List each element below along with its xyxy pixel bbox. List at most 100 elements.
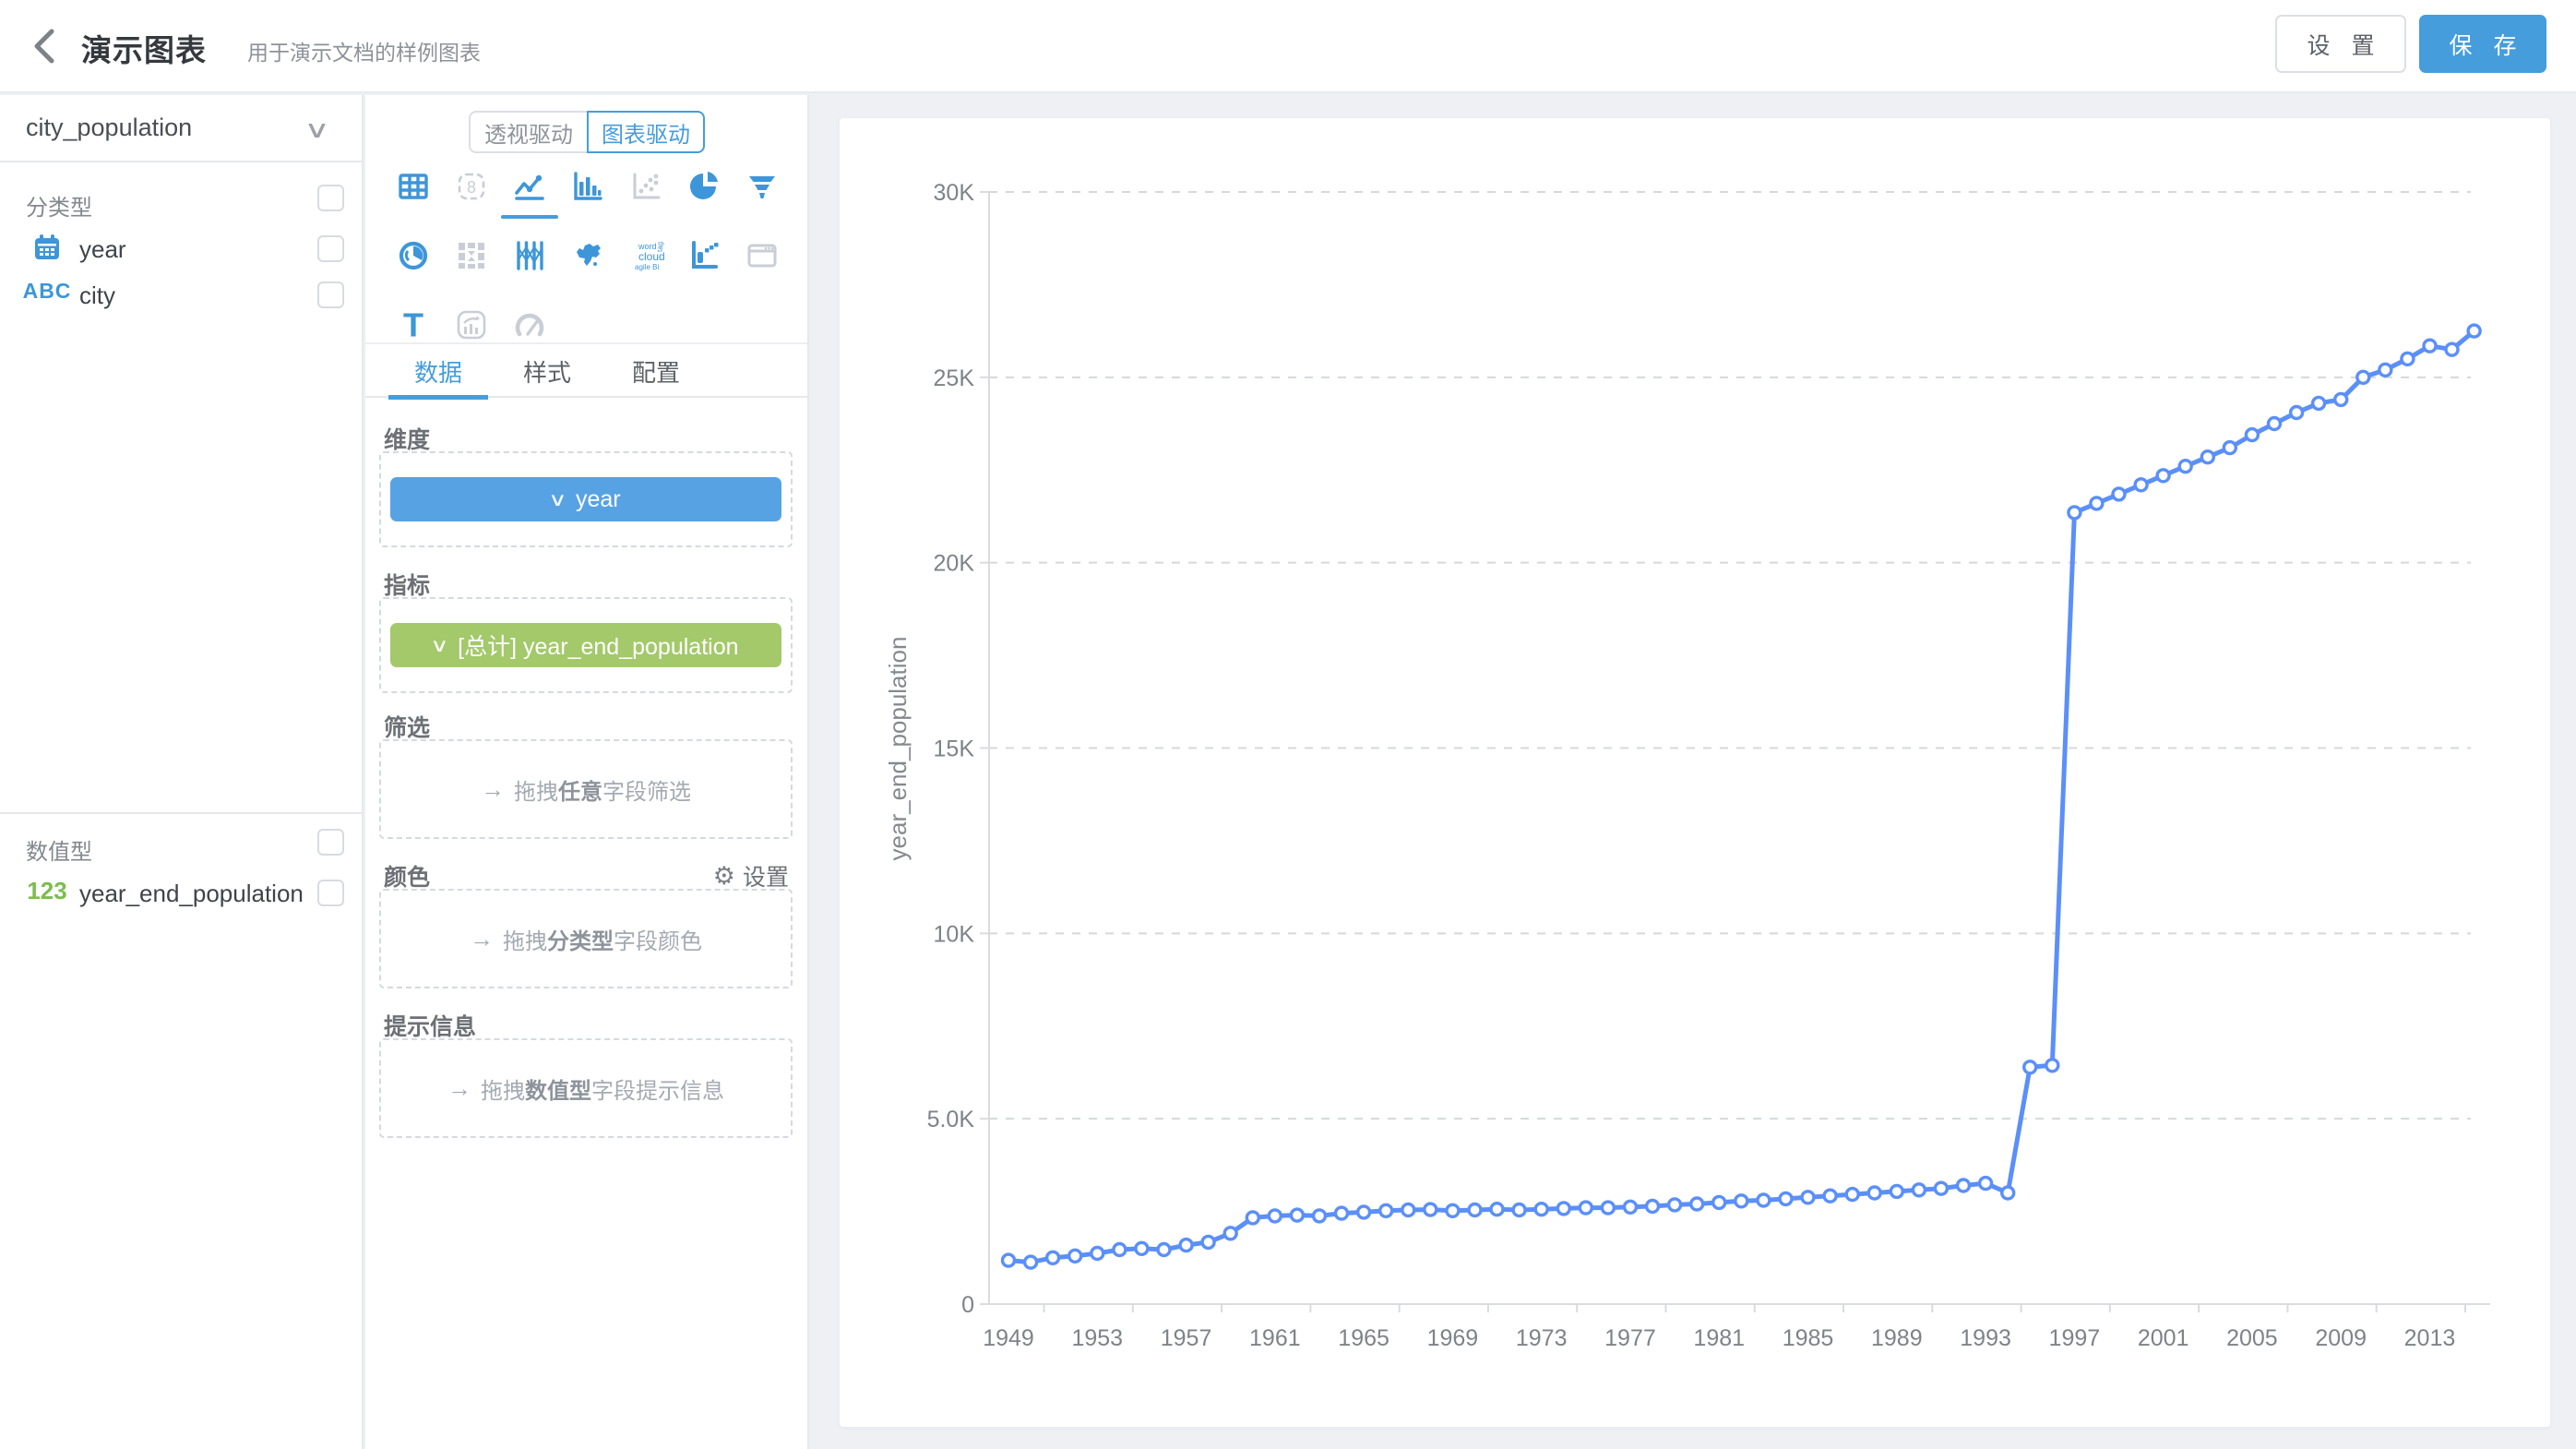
back-icon[interactable] [24, 24, 68, 68]
config-tabs: 数据 样式 配置 [365, 342, 807, 400]
field-checkbox[interactable] [317, 235, 344, 262]
settings-button[interactable]: 设 置 [2275, 15, 2406, 73]
svg-text:10K: 10K [934, 921, 975, 947]
scatter-chart-icon[interactable] [617, 165, 675, 208]
dataset-panel: city_population ∨ 分类型 year ABC city 数值型 12… [0, 95, 364, 1449]
gauge-chart-icon[interactable] [500, 304, 558, 346]
dimension-pill-year[interactable]: ∨ year [390, 477, 781, 521]
svg-text:15K: 15K [934, 736, 975, 762]
svg-text:2001: 2001 [2138, 1325, 2189, 1351]
save-button[interactable]: 保 存 [2419, 15, 2546, 73]
filter-dropzone[interactable]: → 拖拽任意字段筛选 [379, 739, 793, 839]
waterfall-chart-icon[interactable] [675, 234, 733, 277]
text-type-icon: ABC [22, 279, 72, 303]
color-settings-label: 设置 [742, 865, 789, 891]
field-checkbox[interactable] [317, 880, 344, 906]
dimension-field-city[interactable]: ABC city [0, 273, 364, 319]
svg-text:T: T [403, 307, 423, 342]
pie-chart-icon[interactable] [675, 165, 733, 208]
color-placeholder: → 拖拽分类型字段颜色 [470, 924, 702, 954]
svg-text:5.0K: 5.0K [927, 1107, 975, 1132]
svg-text:2005: 2005 [2226, 1325, 2278, 1351]
funnel-chart-icon[interactable] [733, 165, 792, 208]
svg-text:20K: 20K [934, 551, 975, 577]
svg-text:agile Bi: agile Bi [635, 263, 659, 271]
calendar-icon [35, 234, 59, 259]
svg-text:1985: 1985 [1783, 1325, 1834, 1351]
svg-text:1965: 1965 [1338, 1325, 1389, 1351]
chart-type-grid: 8 word tag cloud agile Bi T [384, 165, 792, 346]
page-subtitle: 用于演示文档的样例图表 [247, 41, 481, 65]
svg-text:2009: 2009 [2315, 1325, 2367, 1351]
table-chart-icon[interactable] [384, 165, 442, 208]
measure-dropzone[interactable]: ∨ [总计] year_end_population [379, 597, 793, 693]
field-checkbox[interactable] [317, 281, 344, 308]
mode-pivot-button[interactable]: 透视驱动 [469, 111, 587, 153]
dimension-pill-label: year [576, 485, 621, 512]
svg-text:cloud: cloud [638, 250, 665, 263]
tooltip-placeholder: → 拖拽数值型字段提示信息 [447, 1073, 724, 1104]
dimension-field-year[interactable]: year [0, 227, 364, 273]
svg-text:word: word [638, 242, 657, 251]
chevron-down-icon: ∨ [548, 489, 567, 510]
svg-text:1953: 1953 [1071, 1325, 1123, 1351]
svg-text:8: 8 [467, 178, 476, 197]
page-title: 演示图表 [81, 33, 207, 67]
arrow-right-icon: → [481, 774, 505, 803]
crosstab-icon[interactable] [442, 234, 500, 277]
dataset-select[interactable]: city_population ∨ [0, 95, 364, 162]
bar-chart-icon[interactable] [558, 165, 616, 208]
iframe-widget-icon[interactable] [733, 234, 792, 277]
svg-text:1989: 1989 [1871, 1325, 1923, 1351]
radar-chart-icon[interactable] [384, 234, 442, 277]
field-name: year [79, 235, 126, 263]
color-dropzone[interactable]: → 拖拽分类型字段颜色 [379, 889, 793, 988]
field-name: city [79, 281, 115, 309]
selected-chart-type-indicator [500, 215, 558, 219]
dataset-name: city_population [26, 114, 193, 141]
arrow-right-icon: → [447, 1073, 471, 1102]
measure-section-label: 指标 [384, 573, 431, 599]
kpi-card-icon[interactable]: 8 [442, 165, 500, 208]
text-widget-icon[interactable]: T [384, 304, 442, 346]
parallel-chart-icon[interactable] [500, 234, 558, 277]
svg-text:year_end_population: year_end_population [884, 637, 912, 861]
svg-text:1969: 1969 [1427, 1325, 1479, 1351]
dimension-section-label: 维度 [384, 427, 431, 453]
number-type-icon: 123 [27, 877, 67, 904]
filter-placeholder: → 拖拽任意字段筛选 [481, 774, 691, 805]
chart-config-panel: 透视驱动 图表驱动 8 word tag cloud agile Bi T 数据 样式 配置 … [365, 95, 809, 1449]
tooltip-section-label: 提示信息 [384, 1014, 477, 1040]
svg-text:1957: 1957 [1161, 1325, 1212, 1351]
measure-group-checkbox[interactable] [317, 829, 344, 856]
tab-配置[interactable]: 配置 [631, 358, 680, 387]
svg-text:2013: 2013 [2404, 1325, 2456, 1351]
measure-pill-label: [总计] year_end_population [458, 634, 739, 660]
svg-text:1981: 1981 [1693, 1325, 1745, 1351]
svg-text:1973: 1973 [1516, 1325, 1568, 1351]
wordcloud-chart-icon[interactable]: word tag cloud agile Bi [617, 234, 675, 277]
measure-group-label: 数值型 [26, 840, 92, 865]
tab-样式[interactable]: 样式 [522, 358, 571, 387]
arrow-right-icon: → [470, 924, 494, 952]
mode-chart-button[interactable]: 图表驱动 [587, 111, 705, 153]
dimension-group-checkbox[interactable] [317, 185, 344, 211]
measure-pill-year-end-population[interactable]: ∨ [总计] year_end_population [390, 623, 781, 667]
svg-text:25K: 25K [934, 365, 975, 391]
line-chart-icon[interactable] [500, 165, 558, 219]
gear-icon: ⚙ [712, 861, 735, 890]
trend-card-icon[interactable] [442, 304, 500, 346]
field-name: year_end_population [79, 880, 304, 907]
tab-数据[interactable]: 数据 [384, 344, 493, 400]
color-settings-button[interactable]: ⚙ 设置 [713, 859, 789, 892]
line-chart-canvas: 0 5.0K 10K 15K 20K 25K 30K 1949 1953 1957 1961 1965… [884, 180, 2490, 1351]
svg-text:1993: 1993 [1960, 1325, 2011, 1351]
map-chart-icon[interactable] [558, 234, 616, 277]
svg-text:1977: 1977 [1604, 1325, 1656, 1351]
dimension-dropzone[interactable]: ∨ year [379, 451, 793, 547]
measure-field-year_end_population[interactable]: 123 year_end_population [0, 871, 364, 917]
tooltip-dropzone[interactable]: → 拖拽数值型字段提示信息 [379, 1038, 793, 1138]
dimension-group-label: 分类型 [26, 196, 92, 221]
chevron-down-icon: ∨ [430, 635, 450, 656]
svg-text:30K: 30K [934, 180, 975, 206]
